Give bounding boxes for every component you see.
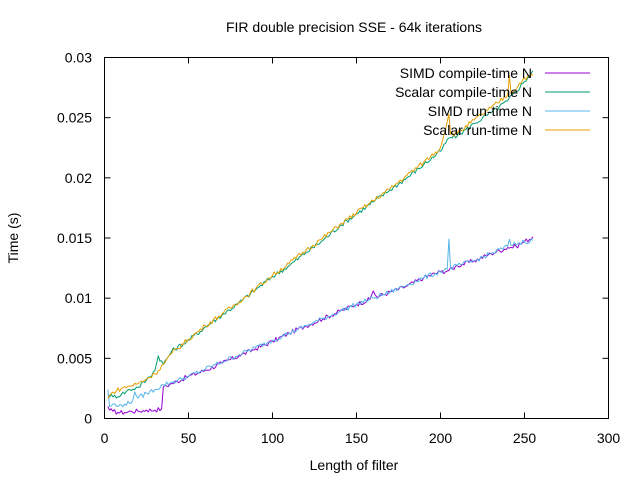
x-tick-label: 0 — [101, 430, 109, 446]
y-tick-label: 0.02 — [65, 170, 92, 186]
x-tick-label: 150 — [345, 430, 369, 446]
y-tick-label: 0.01 — [65, 290, 92, 306]
y-tick-label: 0.015 — [57, 230, 92, 246]
plot-frame — [104, 57, 609, 419]
series-layer — [107, 70, 534, 415]
x-tick-label: 200 — [429, 430, 453, 446]
y-axis-label: Time (s) — [5, 213, 21, 264]
x-tick-label: 50 — [181, 430, 197, 446]
y-axis: 0 0.005 0.01 0.015 0.02 0.025 0.03 — [57, 50, 609, 427]
x-axis-label: Length of filter — [310, 457, 399, 473]
x-tick-label: 100 — [261, 430, 285, 446]
legend-label: SIMD compile-time N — [400, 65, 532, 81]
series-line-1 — [107, 236, 534, 415]
x-tick-label: 250 — [513, 430, 537, 446]
legend-label: SIMD run-time N — [428, 103, 532, 119]
y-tick-label: 0.03 — [65, 50, 92, 66]
y-tick-label: 0 — [84, 411, 92, 427]
series-line-2 — [107, 70, 534, 399]
legend-label: Scalar compile-time N — [395, 84, 532, 100]
series-line-4 — [107, 73, 534, 399]
x-axis: 0 50 100 150 200 250 300 — [101, 57, 621, 446]
x-tick-label: 300 — [597, 430, 621, 446]
y-tick-label: 0.025 — [57, 110, 92, 126]
series-line-3 — [107, 238, 534, 408]
y-tick-label: 0.005 — [57, 350, 92, 366]
legend-label: Scalar run-time N — [423, 122, 532, 138]
legend: SIMD compile-time N Scalar compile-time N… — [395, 65, 590, 138]
chart-title: FIR double precision SSE - 64k iteration… — [226, 19, 482, 35]
